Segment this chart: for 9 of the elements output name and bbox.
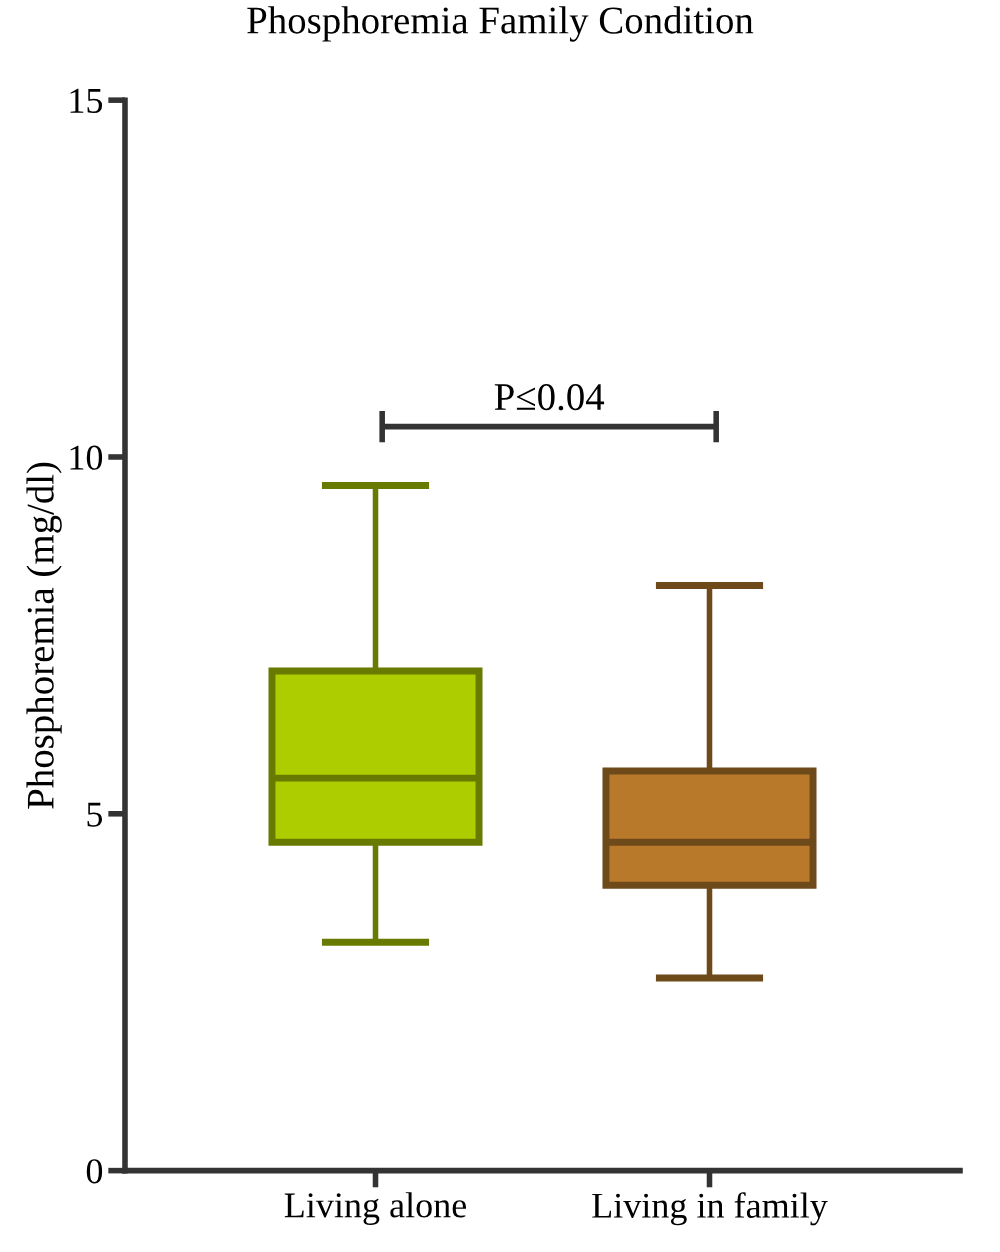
x-tick-label: Living in family [592,1192,828,1226]
chart-title: Phosphoremia Family Condition [247,6,754,42]
x-tick-label: Living alone [284,1192,467,1225]
y-tick-label: 0 [86,1159,103,1184]
annotation: P≤0.04 [494,383,605,411]
y-tick-label: 15 [70,88,103,114]
y-tick-label: 5 [87,802,103,827]
y-tick-label: 10 [70,445,103,470]
y-axis-title: Phosphoremia (mg/dl) [26,462,62,809]
